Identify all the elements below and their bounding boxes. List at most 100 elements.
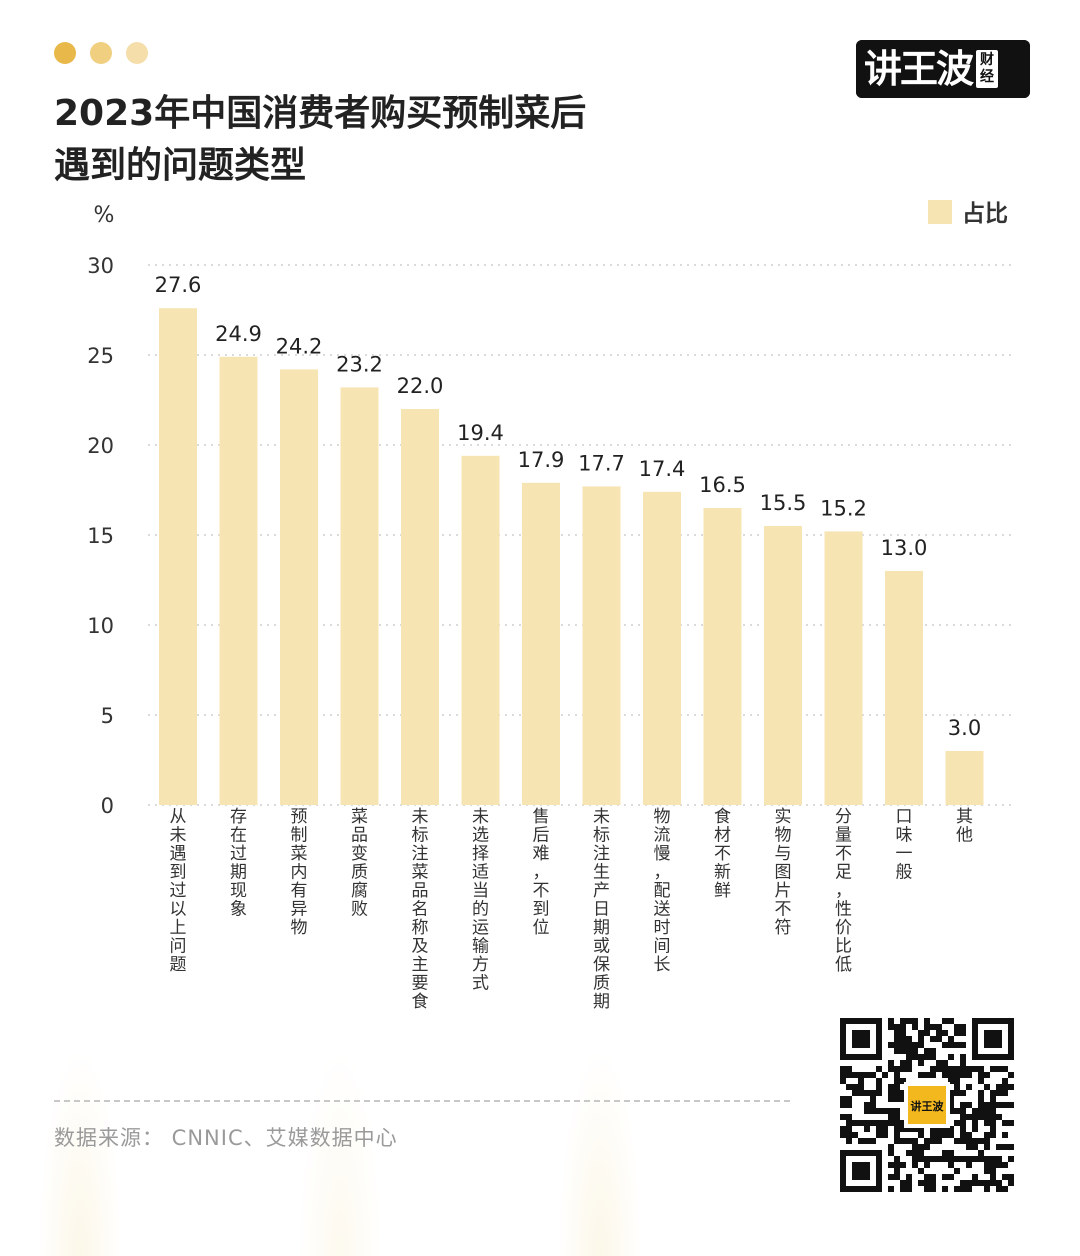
qr-module: [960, 1024, 966, 1030]
qr-module: [984, 1162, 990, 1168]
bar: [643, 491, 681, 805]
qr-module: [936, 1138, 942, 1144]
qr-module: [906, 1066, 912, 1072]
qr-module: [864, 1138, 870, 1144]
qr-module: [876, 1090, 882, 1096]
qr-module: [966, 1156, 972, 1162]
bar: [703, 508, 742, 805]
qr-module: [864, 1102, 870, 1108]
qr-module: [894, 1030, 900, 1036]
qr-module: [900, 1048, 906, 1054]
qr-module: [942, 1060, 948, 1066]
qr-module: [894, 1066, 900, 1072]
qr-module: [996, 1090, 1002, 1096]
dot-2: [90, 42, 112, 64]
qr-module: [900, 1030, 906, 1036]
qr-module: [888, 1090, 894, 1096]
qr-module: [864, 1126, 870, 1132]
qr-module: [918, 1132, 924, 1138]
qr-module: [846, 1066, 852, 1072]
qr-module: [948, 1132, 954, 1138]
qr-module: [840, 1114, 846, 1120]
x-category-label: 菜品变质腐败: [351, 807, 368, 920]
qr-module: [846, 1096, 852, 1102]
qr-module: [984, 1084, 990, 1090]
qr-module: [846, 1114, 852, 1120]
qr-module: [978, 1072, 984, 1078]
data-source: 数据来源： CNNIC、艾媒数据中心: [54, 1126, 398, 1150]
qr-module: [948, 1102, 954, 1108]
qr-module: [924, 1072, 930, 1078]
qr-module: [960, 1120, 966, 1126]
qr-module: [990, 1180, 996, 1186]
bar: [340, 387, 379, 805]
decorative-dots: [54, 42, 148, 64]
qr-module: [930, 1138, 936, 1144]
qr-module: [894, 1096, 900, 1102]
qr-module: [948, 1096, 954, 1102]
qr-module: [918, 1054, 924, 1060]
qr-module: [924, 1048, 930, 1054]
qr-module: [1002, 1090, 1008, 1096]
qr-module: [900, 1060, 906, 1066]
qr-module: [966, 1162, 972, 1168]
qr-module: [990, 1126, 996, 1132]
qr-module: [846, 1138, 852, 1144]
qr-module: [930, 1066, 936, 1072]
qr-logo-text: 讲王波: [911, 1099, 945, 1113]
qr-module: [978, 1150, 984, 1156]
qr-module: [954, 1066, 960, 1072]
qr-module: [966, 1072, 972, 1078]
qr-module: [858, 1072, 864, 1078]
qr-module: [1002, 1120, 1008, 1126]
qr-module: [876, 1132, 882, 1138]
qr-module: [996, 1186, 1002, 1192]
qr-module: [966, 1102, 972, 1108]
qr-module: [900, 1024, 906, 1030]
qr-module: [858, 1078, 864, 1084]
qr-module: [918, 1072, 924, 1078]
qr-module: [1008, 1102, 1014, 1108]
qr-module: [876, 1120, 882, 1126]
x-category-label: 未标注生产日期或保质期: [593, 807, 610, 1010]
qr-module: [924, 1018, 930, 1024]
qr-module: [906, 1018, 912, 1024]
qr-module: [996, 1162, 1002, 1168]
qr-module: [912, 1054, 918, 1060]
y-tick-label: 20: [87, 434, 114, 458]
qr-module: [930, 1180, 936, 1186]
qr-module: [1008, 1180, 1014, 1186]
qr-module: [894, 1072, 900, 1078]
chart-title: 2023年中国消费者购买预制菜后 遇到的问题类型: [54, 88, 754, 192]
qr-module: [906, 1060, 912, 1066]
bar: [280, 369, 318, 805]
qr-module: [876, 1108, 882, 1114]
qr-module: [870, 1108, 876, 1114]
qr-module: [900, 1090, 906, 1096]
x-category-label: 分量不足，性价比低: [835, 807, 852, 975]
qr-module: [948, 1078, 954, 1084]
qr-module: [984, 1114, 990, 1120]
title-line-1: 2023年中国消费者购买预制菜后: [54, 93, 587, 134]
y-axis-unit: %: [94, 203, 115, 228]
qr-module: [990, 1066, 996, 1072]
qr-module: [984, 1072, 990, 1078]
qr-module: [948, 1156, 954, 1162]
qr-module: [852, 1132, 858, 1138]
qr-module: [954, 1030, 960, 1036]
qr-module: [864, 1090, 870, 1096]
qr-module: [996, 1156, 1002, 1162]
qr-module: [900, 1120, 906, 1126]
qr-module: [864, 1120, 870, 1126]
qr-module: [852, 1084, 858, 1090]
qr-module: [930, 1048, 936, 1054]
legend-swatch: [928, 200, 952, 224]
qr-module: [978, 1102, 984, 1108]
qr-module: [996, 1066, 1002, 1072]
qr-module: [918, 1150, 924, 1156]
qr-module: [894, 1162, 900, 1168]
qr-module: [912, 1126, 918, 1132]
qr-module: [990, 1102, 996, 1108]
qr-module: [864, 1108, 870, 1114]
qr-module: [960, 1060, 966, 1066]
